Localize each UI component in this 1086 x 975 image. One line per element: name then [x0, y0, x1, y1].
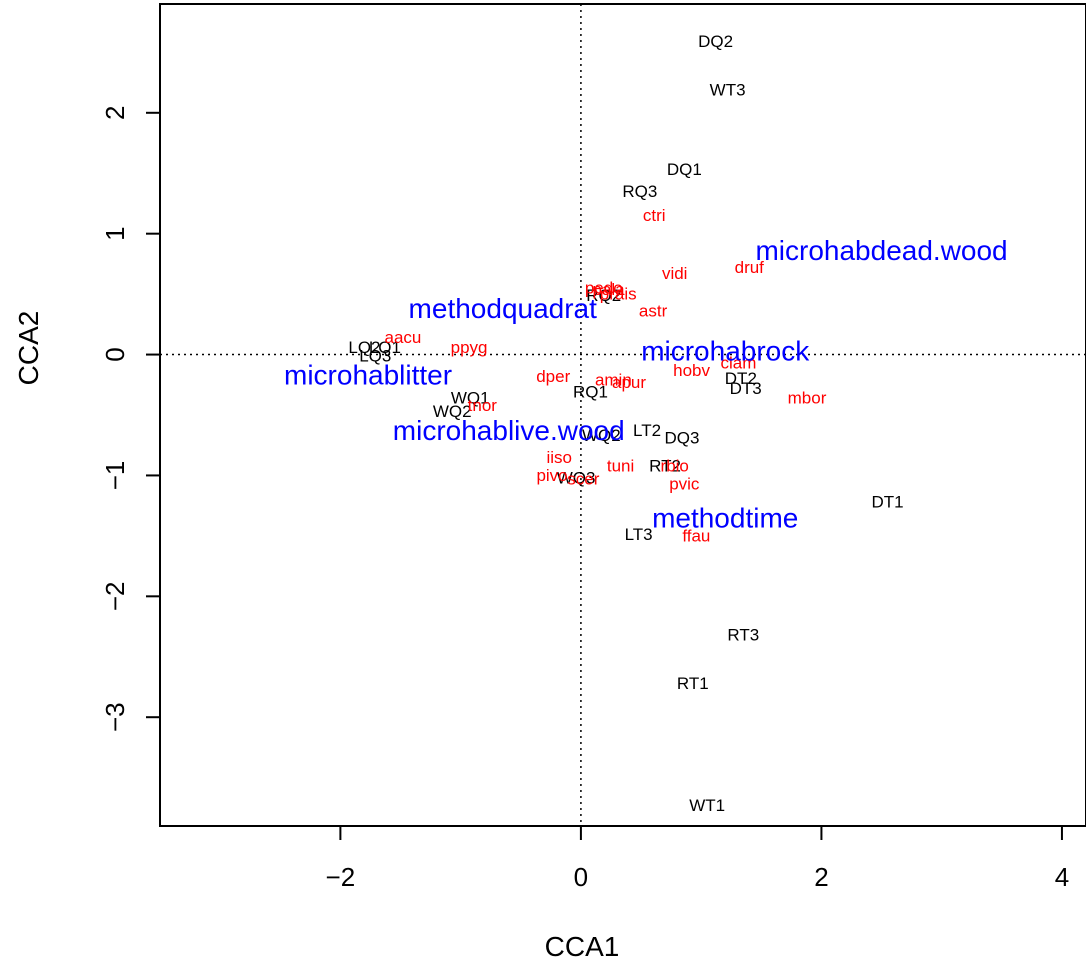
site-label: WQ1 [451, 389, 490, 408]
y-tick-label: 1 [100, 226, 130, 240]
x-tick-label: 2 [814, 862, 828, 892]
species-label: aacu [384, 328, 421, 347]
site-label: LQ3 [359, 346, 391, 365]
species-label: rbio [661, 456, 689, 475]
site-label: RQ2 [586, 286, 621, 305]
species-label: dper [536, 367, 570, 386]
y-tick-label: 2 [100, 106, 130, 120]
species-label: vidi [662, 264, 688, 283]
species-label: clam [720, 354, 756, 373]
site-label: DQ1 [667, 160, 702, 179]
species-label: iiso [547, 448, 573, 467]
site-label: DQ3 [664, 428, 699, 447]
species-label: prais [600, 285, 637, 304]
site-label: DT3 [730, 379, 762, 398]
x-axis-title: CCA1 [545, 931, 620, 962]
environment-label: microhabdead.wood [755, 235, 1007, 266]
site-label: RQ1 [573, 383, 608, 402]
site-label: LT3 [625, 525, 653, 544]
species-label: amin [595, 370, 632, 389]
species-label: scer [567, 470, 599, 489]
site-label: DQ2 [698, 32, 733, 51]
species-label: pedo [585, 279, 623, 298]
site-label: WT3 [710, 80, 746, 99]
x-axis: −2 0 2 4 [326, 826, 1069, 892]
x-tick-label: −2 [326, 862, 356, 892]
y-axis: −3 −2 −1 0 1 2 [100, 106, 160, 732]
environment-label: microhabrock [641, 335, 810, 366]
species-label: apur [612, 373, 646, 392]
species-label: astr [639, 302, 668, 321]
reference-lines [160, 4, 1086, 826]
environment-label: methodquadrat [409, 293, 598, 324]
site-label: WQ3 [557, 468, 596, 487]
species-label: hobv [673, 361, 710, 380]
site-label: RQ3 [622, 182, 657, 201]
site-label: WQ2 [433, 402, 472, 421]
site-label: LQ2 [348, 338, 380, 357]
site-label: WQ2 [582, 426, 621, 445]
species-label: tnor [468, 396, 498, 415]
site-label: RT2 [649, 456, 681, 475]
species-label: ffau [682, 526, 710, 545]
y-tick-label: −1 [100, 461, 130, 491]
species-label: mbor [788, 389, 827, 408]
environment-label: microhablive.wood [393, 415, 625, 446]
species-label: pvic [669, 474, 700, 493]
plot-area-frame [159, 3, 1086, 827]
x-tick-label: 4 [1055, 862, 1069, 892]
y-tick-label: 0 [100, 347, 130, 361]
species-label: ppyg [451, 338, 488, 357]
species-label: pala [592, 280, 625, 299]
species-label: ctri [643, 206, 666, 225]
species-label: druf [735, 258, 765, 277]
environment-label: methodtime [652, 502, 798, 533]
site-label: DT1 [872, 493, 904, 512]
y-axis-title: CCA2 [13, 311, 44, 386]
point-labels: DQ2WT3DQ1RQ3RQ2LQ2LQ1LQ3RQ1WQ1WQ2DT2DT3W… [284, 32, 1008, 815]
species-label: tuni [607, 456, 634, 475]
species-label: pivo [536, 466, 567, 485]
site-label: DT2 [725, 369, 757, 388]
site-label: WT1 [689, 796, 725, 815]
site-label: LQ1 [369, 338, 401, 357]
site-label: LT2 [633, 421, 661, 440]
y-tick-label: −3 [100, 702, 130, 732]
x-tick-label: 0 [574, 862, 588, 892]
y-tick-label: −2 [100, 581, 130, 611]
site-label: RT3 [727, 626, 759, 645]
site-label: RT1 [677, 674, 709, 693]
environment-label: microhablitter [284, 360, 452, 391]
